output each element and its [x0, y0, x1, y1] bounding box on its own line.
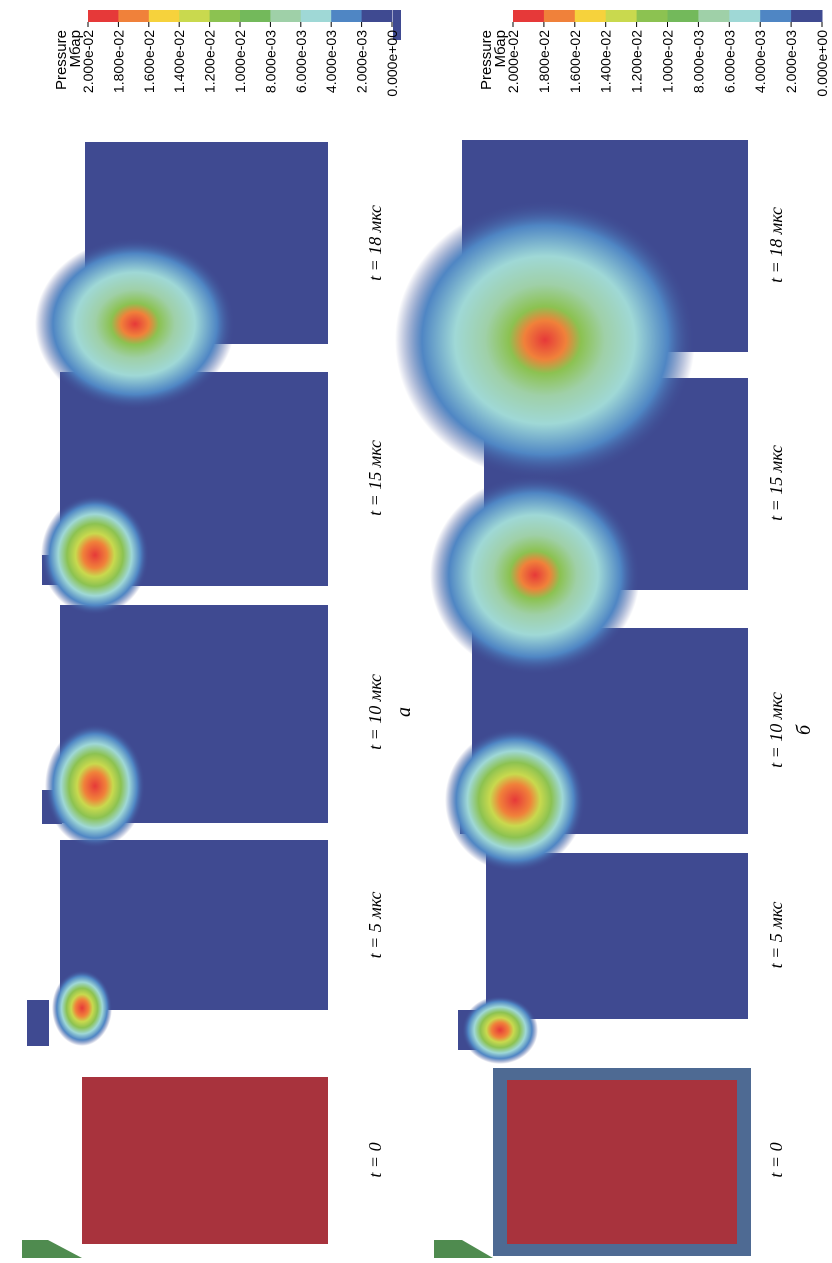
colorbar-segment [543, 10, 576, 22]
colorbar-tick-label: 1.200e-02 [629, 30, 645, 93]
striker [22, 1240, 82, 1258]
frame-b-0 [434, 1068, 751, 1258]
legend-b-colorbar: 2.000e-02 1.800e-02 1.600e-02 1.400e-02 1.20… [478, 10, 830, 97]
legend-unit: Мбар [492, 30, 509, 67]
colorbar-segment [88, 10, 119, 22]
row-a: t = 0 t = 5 мкс t = 10 мкс t = 15 мкс t … [22, 10, 415, 1258]
colorbar-tick-label: 1.000e-02 [232, 30, 248, 93]
colorbar-tick-label: 1.400e-02 [171, 30, 187, 93]
colorbar-tick-label: 2.000e-03 [783, 30, 799, 93]
colorbar-segment [270, 10, 302, 22]
pressure-blob [35, 238, 235, 410]
legend-title: Pressure [478, 30, 495, 90]
colorbar-segment [667, 10, 699, 22]
legend-a [393, 10, 401, 40]
pressure-blob [45, 724, 145, 848]
frame-b-18 [395, 140, 748, 480]
colorbar-tick-label: 0.000e+00 [814, 30, 830, 97]
pressure-field [60, 840, 328, 1010]
time-label: t = 18 мкс [766, 207, 786, 283]
row-b: t = 0 t = 5 мкс t = 10 мкс t = 15 мкс t … [395, 140, 815, 1258]
colorbar-segment [331, 10, 363, 22]
time-label: t = 18 мкс [365, 205, 385, 281]
colorbar-segment [760, 10, 792, 22]
colorbar-tick-label: 6.000e-03 [721, 30, 737, 93]
legend-unit: Мбар [67, 30, 84, 67]
colorbar-tick-label: 1.800e-02 [536, 30, 552, 93]
colorbar-segment [791, 10, 823, 22]
colorbar-segment [209, 10, 241, 22]
colorbar-tick-label: 1.600e-02 [141, 30, 157, 93]
colorbar [393, 10, 401, 40]
colorbar-segment [605, 10, 638, 22]
initial-fill [507, 1080, 737, 1244]
time-label: t = 0 [365, 1142, 385, 1177]
colorbar-tick-label: 8.000e-03 [262, 30, 278, 93]
colorbar-segment [513, 10, 545, 22]
colorbar-tick-label: 8.000e-03 [690, 30, 706, 93]
colorbar-segment [300, 10, 332, 22]
striker [434, 1240, 493, 1258]
frame-b-5 [458, 853, 748, 1064]
initial-fill [82, 1077, 328, 1244]
time-label: t = 5 мкс [766, 902, 786, 969]
colorbar-segment [574, 10, 607, 22]
time-label: t = 0 [766, 1142, 786, 1177]
legend-title: Pressure [53, 30, 70, 90]
striker-stub [27, 1000, 49, 1046]
pressure-blob [445, 728, 585, 872]
colorbar-tick-label: 2.000e-02 [505, 30, 521, 93]
pressure-blob [52, 970, 112, 1046]
time-label: t = 15 мкс [365, 440, 385, 516]
colorbar-tick-label: 1.000e-02 [660, 30, 676, 93]
pressure-blob [430, 475, 640, 675]
colorbar-segment [636, 10, 668, 22]
panel-label: а [393, 707, 415, 717]
colorbar-tick-label: 4.000e-03 [323, 30, 339, 93]
colorbar-tick-label: 2.000e-03 [354, 30, 370, 93]
frame-a-15 [41, 372, 328, 615]
colorbar-segment [729, 10, 761, 22]
colorbar-tick-label: 1.200e-02 [202, 30, 218, 93]
colorbar-segment [118, 10, 150, 22]
pressure-blob [395, 200, 695, 480]
colorbar-tick-label: 4.000e-03 [752, 30, 768, 93]
time-label: t = 15 мкс [766, 445, 786, 521]
pressure-blob [462, 996, 538, 1064]
panel-label: б [793, 724, 815, 735]
colorbar-segment [179, 10, 211, 22]
frame-a-18 [35, 142, 328, 410]
colorbar-tick-label: 1.600e-02 [567, 30, 583, 93]
colorbar-segment [698, 10, 730, 22]
frame-a-10 [42, 605, 328, 848]
frame-a-0 [22, 1077, 328, 1258]
time-label: t = 10 мкс [766, 692, 786, 768]
time-label: t = 10 мкс [365, 674, 385, 750]
pressure-blob [41, 495, 149, 615]
colorbar-tick-label: 2.000e-02 [80, 30, 96, 93]
colorbar-tick-label: 0.000e+00 [384, 30, 400, 97]
pressure-field [486, 853, 748, 1019]
time-label: t = 5 мкс [365, 892, 385, 959]
colorbar-segment [240, 10, 271, 22]
legend-a-colorbar: 2.000e-02 1.800e-02 1.600e-02 1.400e-02 1.20… [53, 10, 400, 97]
colorbar-tick-label: 6.000e-03 [293, 30, 309, 93]
colorbar-tick-label: 1.800e-02 [110, 30, 126, 93]
colorbar-tick-label: 1.400e-02 [598, 30, 614, 93]
frame-a-5 [27, 840, 328, 1046]
colorbar-segment [361, 10, 393, 22]
colorbar-segment [148, 10, 180, 22]
